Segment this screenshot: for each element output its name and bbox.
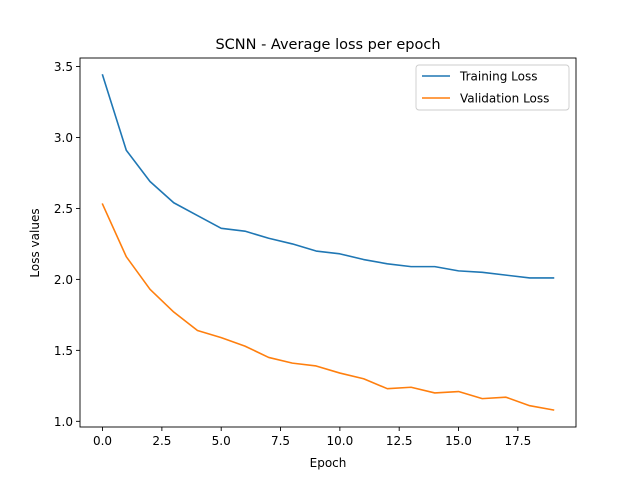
legend-label: Training Loss — [459, 70, 537, 84]
x-tick-label: 17.5 — [504, 434, 531, 448]
x-tick-label: 2.5 — [152, 434, 171, 448]
x-tick-label: 0.0 — [93, 434, 112, 448]
y-tick-label: 1.0 — [54, 415, 73, 429]
x-tick-label: 12.5 — [386, 434, 413, 448]
series-line-validation-loss — [101, 203, 555, 411]
legend-box — [415, 64, 570, 111]
x-axis-label: Epoch — [310, 456, 347, 470]
legend: Training Loss Validation Loss — [415, 64, 570, 111]
y-tick-label: 1.5 — [54, 344, 73, 358]
x-tick-label: 5.0 — [212, 434, 231, 448]
chart-title: SCNN - Average loss per epoch — [215, 37, 440, 53]
axes-border — [79, 57, 577, 428]
plot-lines — [101, 74, 555, 411]
y-axis-label: Loss values — [28, 208, 42, 277]
x-tick-label: 15.0 — [445, 434, 472, 448]
y-tick-label: 3.0 — [54, 131, 73, 145]
series-line-training-loss — [101, 74, 555, 279]
y-tick-label: 2.0 — [54, 273, 73, 287]
x-tick-label: 10.0 — [327, 434, 354, 448]
x-tick-label: 7.5 — [271, 434, 290, 448]
x-axis-ticks: 0.0 2.5 5.0 7.5 10.0 12.5 15.0 17.5 — [93, 427, 531, 448]
y-tick-label: 3.5 — [54, 60, 73, 74]
y-tick-label: 2.5 — [54, 202, 73, 216]
y-axis-ticks: 1.0 1.5 2.0 2.5 3.0 3.5 — [54, 60, 80, 429]
axes-frame — [79, 57, 577, 428]
legend-label: Validation Loss — [460, 92, 549, 106]
